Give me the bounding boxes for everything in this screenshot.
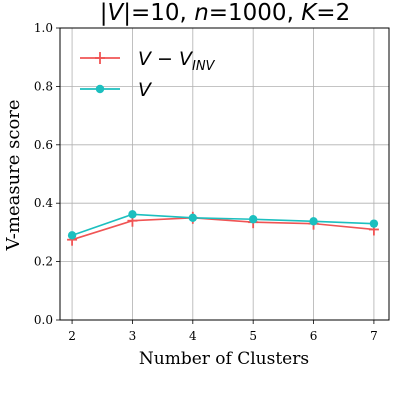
legend: V − VINV V xyxy=(80,48,216,101)
legend-marker xyxy=(95,84,105,94)
data-point xyxy=(309,217,318,226)
y-axis-label: V-measure score xyxy=(3,99,24,251)
x-tick-label: 6 xyxy=(310,329,318,343)
data-point xyxy=(67,231,77,240)
plot-frame xyxy=(59,27,390,321)
chart-title: |V|=10, n=1000, K=2 xyxy=(100,0,350,26)
legend-label: V − VINV xyxy=(138,48,216,74)
x-axis-label: Number of Clusters xyxy=(139,349,309,369)
y-tick-label: 0.2 xyxy=(34,255,53,269)
series-line xyxy=(71,213,374,237)
x-tick-label: 5 xyxy=(249,329,257,343)
series-group xyxy=(67,210,379,246)
legend-marker xyxy=(95,52,105,64)
grid xyxy=(60,27,389,321)
y-tick-label: 1.0 xyxy=(34,21,53,35)
x-tick-label: 2 xyxy=(68,329,76,343)
y-tick-label: 0.0 xyxy=(34,313,53,327)
legend-label: V xyxy=(138,79,153,101)
series-line xyxy=(71,216,374,241)
x-tick-label: 4 xyxy=(189,329,197,343)
data-point xyxy=(128,210,137,219)
data-point xyxy=(369,219,379,228)
x-tick-label: 3 xyxy=(129,329,137,343)
y-tick-label: 0.6 xyxy=(34,138,53,152)
y-tick-label: 0.8 xyxy=(34,79,53,93)
axis-ticks: 2 3 4 5 6 7 0.0 0.2 0.4 0.6 0.8 1.0 xyxy=(34,21,378,343)
data-point xyxy=(188,213,198,222)
x-tick-label: 7 xyxy=(370,329,378,343)
data-point xyxy=(248,215,258,224)
y-tick-label: 0.4 xyxy=(34,196,53,210)
